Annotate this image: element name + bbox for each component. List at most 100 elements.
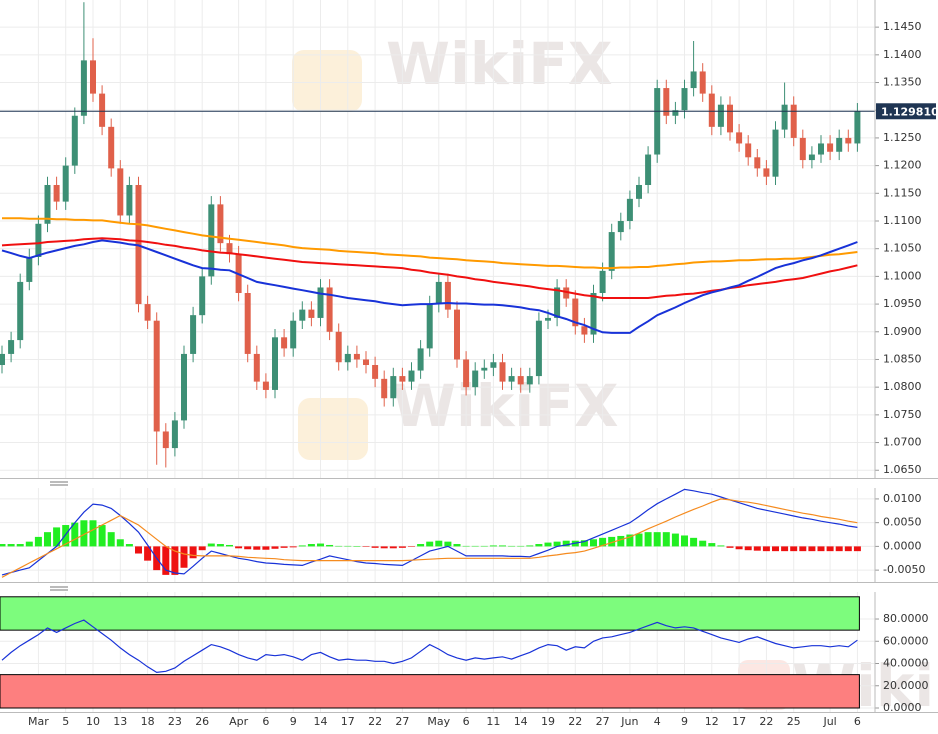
macd-bar	[262, 546, 270, 550]
candle-body	[736, 132, 743, 144]
macd-bar	[717, 545, 725, 547]
candle-body	[244, 293, 251, 354]
x-tick-label: 6	[262, 715, 269, 728]
candle-body	[690, 71, 697, 89]
logo	[298, 398, 368, 460]
candle-body	[35, 223, 42, 258]
macd-bar	[462, 545, 470, 547]
candle-body	[171, 420, 178, 449]
candle-body	[845, 137, 852, 144]
rsi-band	[0, 596, 860, 631]
candle-body	[80, 60, 87, 116]
macd-bar	[271, 546, 279, 549]
y-tick-label: 1.1450	[883, 20, 922, 33]
candle-body	[717, 104, 724, 127]
macd-bar	[244, 546, 252, 550]
macd-bar	[62, 525, 70, 547]
macd-bar	[116, 539, 124, 547]
x-tick-label: 5	[62, 715, 69, 728]
candle-body	[408, 370, 415, 382]
candle-body	[390, 376, 397, 399]
y-tick-label: 1.0950	[883, 297, 922, 310]
candle-body	[463, 359, 470, 388]
candle-body	[727, 104, 733, 133]
candle-body	[99, 93, 106, 127]
macd-bar	[280, 546, 288, 548]
macd-bar	[162, 546, 170, 575]
x-tick-label: 4	[654, 715, 661, 728]
y-tick-label: 1.0850	[883, 352, 922, 365]
macd-bar	[708, 543, 716, 547]
macd-bar	[371, 546, 379, 548]
candle-body	[363, 359, 369, 366]
candle-body	[53, 184, 60, 202]
candle-body	[335, 331, 342, 363]
candle-body	[836, 137, 843, 152]
macd-bar	[817, 546, 825, 552]
macd-bar	[635, 533, 643, 547]
candle-body	[818, 143, 824, 155]
macd-bar	[298, 545, 306, 547]
macd-bar	[599, 537, 607, 547]
macd-bar	[198, 546, 206, 551]
y-tick-label: 1.0800	[883, 380, 922, 393]
y-tick-label: 1.1400	[883, 48, 922, 61]
x-tick-label: 22	[368, 715, 382, 728]
candle-body	[563, 287, 570, 299]
macd-bar	[544, 542, 552, 547]
x-tick-label: 27	[596, 715, 610, 728]
candle-body	[772, 129, 779, 177]
candle-body	[545, 317, 551, 321]
candle-body	[190, 315, 197, 354]
x-tick-label: 25	[787, 715, 801, 728]
moving-average	[1, 237, 858, 299]
macd-bar	[226, 544, 233, 547]
macd-bar	[253, 546, 261, 550]
x-tick-label: 6	[463, 715, 470, 728]
macd-bar	[180, 546, 188, 568]
macd-bar	[644, 532, 652, 547]
macd-bar	[135, 546, 142, 554]
macd-bar	[326, 544, 334, 547]
macd-bar	[653, 532, 661, 547]
macd-bar	[726, 546, 734, 548]
watermark: WikiFX	[392, 372, 619, 440]
x-tick-label: 22	[759, 715, 773, 728]
candle-body	[636, 184, 642, 199]
macd-bar	[690, 537, 698, 547]
x-tick-label: 18	[141, 715, 155, 728]
x-tick-label: 14	[514, 715, 528, 728]
candle-body	[708, 93, 715, 127]
candle-body	[754, 157, 761, 169]
macd-bar	[617, 535, 625, 547]
macd-bar	[499, 545, 506, 547]
x-tick-label: May	[427, 715, 450, 728]
macd-bar	[71, 522, 79, 547]
macd-bar	[408, 546, 415, 547]
candle-body	[126, 184, 133, 216]
macd-bar	[471, 545, 479, 547]
candle-body	[508, 376, 515, 382]
candle-body	[144, 304, 151, 321]
candle-body	[454, 309, 460, 360]
x-tick-label: 9	[681, 715, 688, 728]
macd-bar	[681, 535, 688, 547]
macd-bar	[744, 546, 752, 551]
macd-bar	[753, 546, 761, 551]
y-tick-label: 0.0000	[883, 539, 922, 552]
candle-body	[626, 198, 633, 221]
candle-body	[8, 340, 15, 354]
macd-bar	[344, 545, 352, 547]
macd-bar	[808, 546, 816, 552]
candle-body	[645, 154, 652, 185]
macd-bar	[699, 540, 707, 547]
macd-bar	[508, 545, 516, 547]
macd-bar	[762, 546, 770, 552]
macd-bar	[480, 545, 488, 547]
candle-body	[763, 168, 770, 177]
macd-bar	[216, 544, 224, 547]
macd-bar	[562, 540, 570, 547]
macd-bar	[444, 541, 452, 547]
x-tick-label: 14	[314, 715, 328, 728]
